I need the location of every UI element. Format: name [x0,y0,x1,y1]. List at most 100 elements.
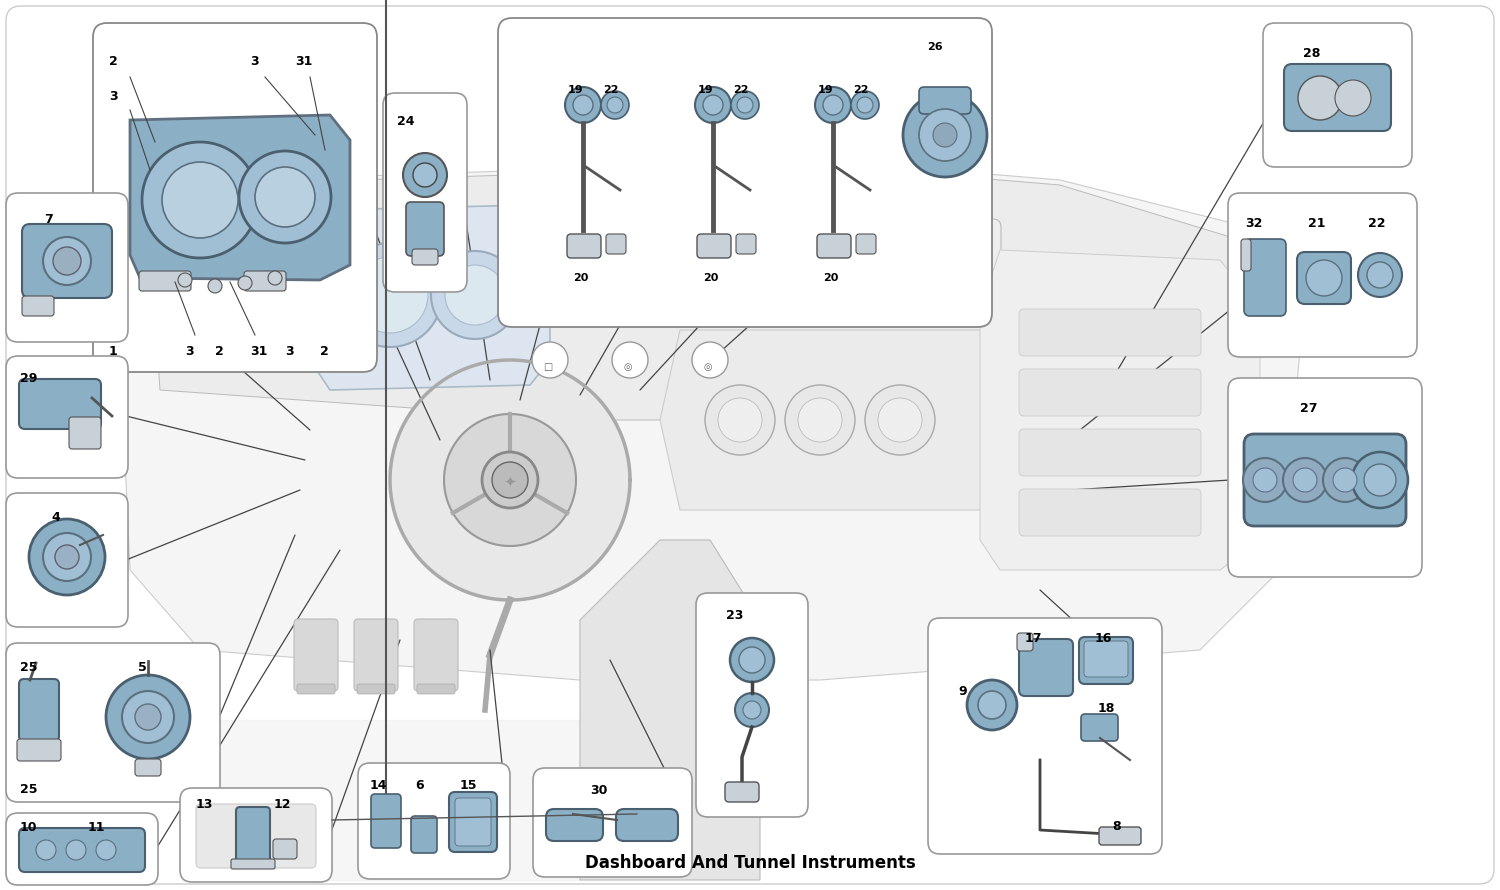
Text: 2: 2 [320,345,328,358]
FancyBboxPatch shape [6,643,220,802]
Text: 22: 22 [603,85,618,95]
FancyBboxPatch shape [417,684,454,694]
Text: 20: 20 [824,273,839,283]
Circle shape [1252,468,1276,492]
FancyBboxPatch shape [6,493,128,627]
Text: 12: 12 [274,798,291,811]
Circle shape [1334,468,1358,492]
Circle shape [612,342,648,378]
FancyBboxPatch shape [1078,637,1132,684]
Text: 13: 13 [196,798,213,811]
FancyBboxPatch shape [1017,633,1034,651]
Circle shape [718,398,762,442]
Circle shape [1244,458,1287,502]
Text: 1: 1 [110,345,117,358]
Circle shape [850,91,879,119]
Circle shape [1298,76,1342,120]
FancyBboxPatch shape [273,839,297,859]
Circle shape [784,385,855,455]
Text: 17: 17 [1024,632,1042,645]
Text: ✦: ✦ [504,474,516,490]
Text: 10: 10 [20,821,38,834]
Circle shape [142,142,258,258]
FancyBboxPatch shape [294,619,338,691]
Text: 6: 6 [416,779,423,792]
FancyBboxPatch shape [928,618,1162,854]
Text: 18: 18 [1098,702,1116,715]
FancyBboxPatch shape [696,593,808,817]
Text: 19: 19 [818,85,834,95]
Text: 8: 8 [1112,820,1120,833]
Circle shape [1352,452,1408,508]
Text: 25: 25 [20,661,38,674]
FancyBboxPatch shape [698,234,730,258]
Circle shape [730,91,759,119]
Circle shape [106,675,190,759]
FancyBboxPatch shape [1228,193,1418,357]
Circle shape [238,151,332,243]
Text: 2: 2 [110,55,117,68]
FancyBboxPatch shape [1244,239,1286,316]
Circle shape [742,701,760,719]
Circle shape [255,167,315,227]
FancyBboxPatch shape [448,792,497,852]
Circle shape [573,95,592,115]
FancyBboxPatch shape [370,794,400,848]
FancyBboxPatch shape [414,619,458,691]
Circle shape [135,704,160,730]
FancyBboxPatch shape [140,271,190,291]
FancyBboxPatch shape [20,679,58,741]
Circle shape [492,462,528,498]
Text: 15: 15 [460,779,477,792]
Circle shape [413,163,436,187]
FancyBboxPatch shape [357,684,395,694]
FancyBboxPatch shape [616,809,678,841]
Circle shape [920,109,970,161]
Circle shape [865,385,934,455]
Text: 24: 24 [398,115,414,128]
Circle shape [56,545,80,569]
Circle shape [978,691,1006,719]
FancyBboxPatch shape [546,809,603,841]
Text: 31: 31 [251,345,267,358]
FancyBboxPatch shape [16,739,62,761]
Text: 32: 32 [1245,217,1263,230]
FancyBboxPatch shape [620,219,1001,321]
FancyBboxPatch shape [1019,369,1202,416]
Circle shape [736,97,753,113]
FancyBboxPatch shape [69,417,100,449]
Text: 20: 20 [573,273,588,283]
Text: 29: 29 [20,372,38,385]
Circle shape [1358,253,1402,297]
Text: 3: 3 [251,55,258,68]
Text: 11: 11 [88,821,105,834]
FancyBboxPatch shape [724,782,759,802]
Text: 3: 3 [184,345,194,358]
Circle shape [482,452,538,508]
FancyBboxPatch shape [382,93,466,292]
Text: 9: 9 [958,685,966,698]
FancyBboxPatch shape [532,768,692,877]
Polygon shape [660,330,1000,510]
FancyBboxPatch shape [606,234,625,254]
Text: 3: 3 [285,345,294,358]
Circle shape [933,123,957,147]
Circle shape [1282,458,1328,502]
Circle shape [209,279,222,293]
Text: 2: 2 [214,345,223,358]
Text: 28: 28 [1304,47,1320,60]
FancyBboxPatch shape [6,813,158,885]
Circle shape [238,276,252,290]
FancyBboxPatch shape [920,87,970,114]
FancyBboxPatch shape [20,828,146,872]
Text: 19: 19 [568,85,584,95]
FancyBboxPatch shape [1263,23,1412,167]
Polygon shape [130,115,350,280]
Circle shape [122,691,174,743]
Circle shape [53,247,81,275]
Polygon shape [150,165,1240,420]
Text: 21: 21 [1308,217,1326,230]
FancyBboxPatch shape [1298,252,1352,304]
Circle shape [446,265,506,325]
Polygon shape [310,205,550,390]
